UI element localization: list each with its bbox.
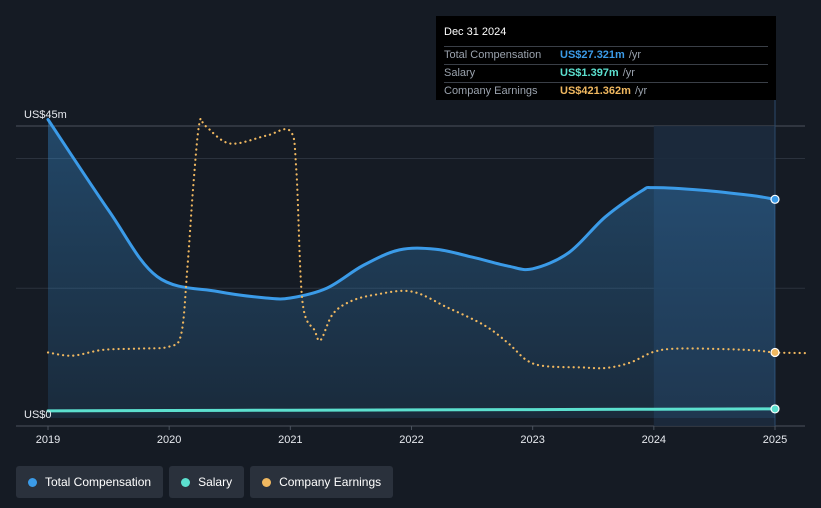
tooltip-label: Company Earnings [444, 85, 538, 97]
series-marker-total-compensation [770, 194, 780, 204]
legend-item-company-earnings[interactable]: Company Earnings [250, 466, 394, 498]
tooltip-row-total-compensation: Total Compensation US$27.321m /yr [444, 47, 768, 65]
legend-label: Total Compensation [45, 475, 152, 489]
chart-tooltip: Dec 31 2024 Total Compensation US$27.321… [436, 16, 776, 100]
tooltip-value: US$421.362m [560, 85, 631, 97]
x-tick-label: 2021 [278, 434, 302, 446]
tooltip-row-company-earnings: Company Earnings US$421.362m /yr [444, 83, 768, 100]
legend-label: Company Earnings [279, 475, 382, 489]
x-tick-label: 2020 [157, 434, 181, 446]
tooltip-date: Dec 31 2024 [444, 24, 768, 47]
legend-dot-icon [28, 477, 37, 487]
series-line-company-earnings [46, 117, 807, 370]
legend-item-salary[interactable]: Salary [169, 466, 245, 498]
x-tick-label: 2024 [642, 434, 666, 446]
y-tick-label: US$0 [24, 409, 52, 421]
series-area-total-compensation [48, 119, 775, 418]
series-layer [46, 117, 807, 418]
tooltip-unit: /yr [634, 85, 648, 97]
y-tick-label: US$45m [24, 109, 67, 121]
series-marker-company-earnings [770, 347, 780, 358]
series-marker-salary [770, 404, 780, 414]
legend-item-total-compensation[interactable]: Total Compensation [16, 466, 164, 498]
tooltip-row-salary: Salary US$1.397m /yr [444, 65, 768, 83]
x-tick-label: 2022 [399, 434, 423, 446]
series-line-salary [46, 407, 777, 413]
chart-legend: Total Compensation Salary Company Earnin… [16, 466, 394, 498]
legend-label: Salary [198, 475, 233, 489]
tooltip-label: Salary [444, 67, 476, 79]
tooltip-unit: /yr [628, 49, 642, 61]
tooltip-unit: /yr [622, 67, 635, 79]
series-line-total-compensation [46, 118, 777, 301]
x-tick-label: 2019 [36, 434, 60, 446]
legend-dot-icon [181, 477, 191, 487]
legend-dot-icon [262, 477, 272, 487]
tooltip-label: Total Compensation [444, 49, 542, 61]
axis-layer: 2019 2020 2021 2022 2023 2024 2025 US$0 US$45m [24, 109, 787, 446]
marker-layer [770, 194, 780, 414]
tooltip-value: US$27.321m [560, 49, 625, 61]
tooltip-value: US$1.397m [560, 67, 619, 79]
x-tick-label: 2023 [520, 434, 544, 446]
x-tick-label: 2025 [763, 434, 787, 446]
